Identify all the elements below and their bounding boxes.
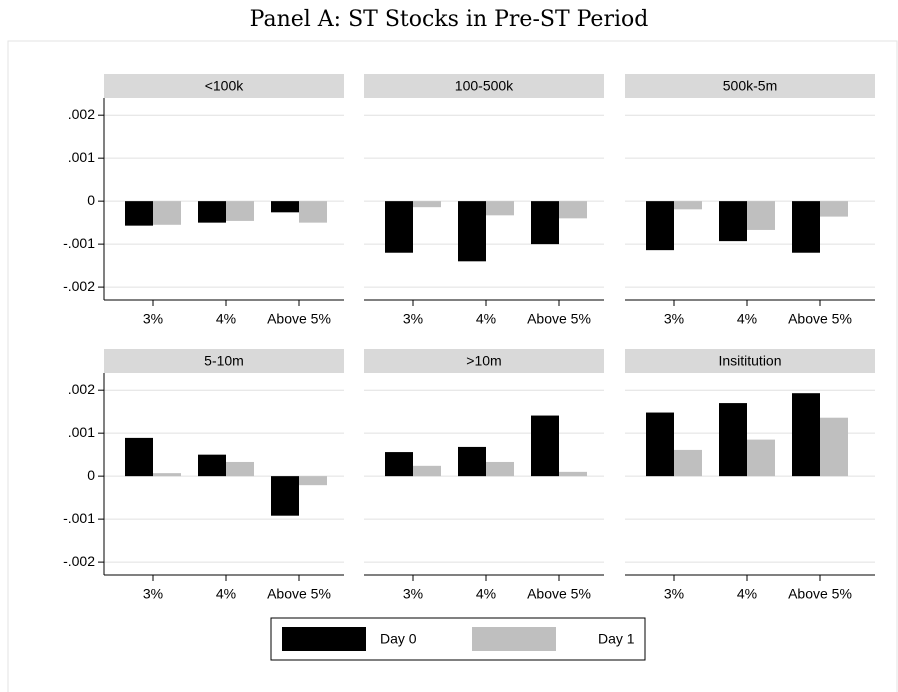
x-tick-label: 4% <box>737 586 757 602</box>
legend-label: Day 1 <box>598 631 635 647</box>
bar <box>486 201 514 216</box>
bar <box>747 439 775 477</box>
bar <box>226 201 254 221</box>
panel-header <box>625 74 875 98</box>
bar <box>299 476 327 486</box>
bar <box>458 201 486 262</box>
bar <box>153 201 181 225</box>
x-tick-label: Above 5% <box>267 586 331 602</box>
bar <box>226 461 254 477</box>
bar <box>747 201 775 230</box>
legend-swatch <box>282 627 366 651</box>
bar <box>153 473 181 477</box>
x-tick-label: Above 5% <box>267 311 331 327</box>
bar <box>385 452 413 477</box>
x-tick-label: 4% <box>476 586 496 602</box>
bar <box>271 201 299 213</box>
bar <box>486 461 514 477</box>
bar <box>719 201 747 242</box>
legend-box <box>270 617 646 661</box>
bar <box>674 449 702 477</box>
bar <box>792 393 820 477</box>
y-tick-label: 0 <box>87 192 95 208</box>
x-tick-label: 3% <box>664 311 684 327</box>
x-tick-label: Above 5% <box>788 311 852 327</box>
y-tick-label: 0 <box>87 467 95 483</box>
bar <box>719 403 747 477</box>
legend-swatch <box>472 627 556 651</box>
y-tick-label: .001 <box>68 424 95 440</box>
bar <box>413 201 441 208</box>
panel-header <box>104 349 344 373</box>
legend-label: Day 0 <box>380 631 417 647</box>
y-tick-label: -.001 <box>63 510 95 526</box>
bar <box>531 201 559 245</box>
bar <box>674 201 702 210</box>
bar <box>646 201 674 251</box>
x-tick-label: 3% <box>143 586 163 602</box>
panel-title: >10m <box>466 353 501 369</box>
bar <box>792 201 820 253</box>
panel-header <box>364 74 604 98</box>
x-tick-label: 4% <box>476 311 496 327</box>
bar <box>385 201 413 253</box>
panel-title: 100-500k <box>455 78 514 94</box>
panel-title: 5-10m <box>204 353 244 369</box>
chart-title: Panel A: ST Stocks in Pre-ST Period <box>250 7 649 32</box>
y-tick-label: -.002 <box>63 278 95 294</box>
panel-header <box>625 349 875 373</box>
y-tick-label: .001 <box>68 149 95 165</box>
panel-title: 500k-5m <box>723 78 777 94</box>
y-tick-label: -.001 <box>63 235 95 251</box>
bar <box>559 201 587 219</box>
y-tick-label: -.002 <box>63 553 95 569</box>
x-tick-label: 3% <box>143 311 163 327</box>
bar <box>299 201 327 223</box>
bar <box>559 471 587 477</box>
x-tick-label: 4% <box>737 311 757 327</box>
bar <box>125 201 153 226</box>
bar <box>820 201 848 217</box>
x-tick-label: Above 5% <box>527 586 591 602</box>
panel-header <box>364 349 604 373</box>
x-tick-label: Above 5% <box>527 311 591 327</box>
bar <box>198 201 226 223</box>
bar <box>820 417 848 477</box>
panel-header <box>104 74 344 98</box>
x-tick-label: 4% <box>216 311 236 327</box>
x-tick-label: 4% <box>216 586 236 602</box>
panel-title: Insititution <box>718 353 781 369</box>
y-tick-label: .002 <box>68 106 95 122</box>
bar <box>646 412 674 477</box>
panel-title: <100k <box>205 78 245 94</box>
bar <box>531 415 559 477</box>
bar <box>458 446 486 477</box>
bar <box>198 454 226 477</box>
x-tick-label: 3% <box>664 586 684 602</box>
x-tick-label: Above 5% <box>788 586 852 602</box>
x-tick-label: 3% <box>403 586 423 602</box>
bar <box>413 465 441 477</box>
x-tick-label: 3% <box>403 311 423 327</box>
y-tick-label: .002 <box>68 381 95 397</box>
bar <box>125 437 153 477</box>
bar <box>271 476 299 516</box>
